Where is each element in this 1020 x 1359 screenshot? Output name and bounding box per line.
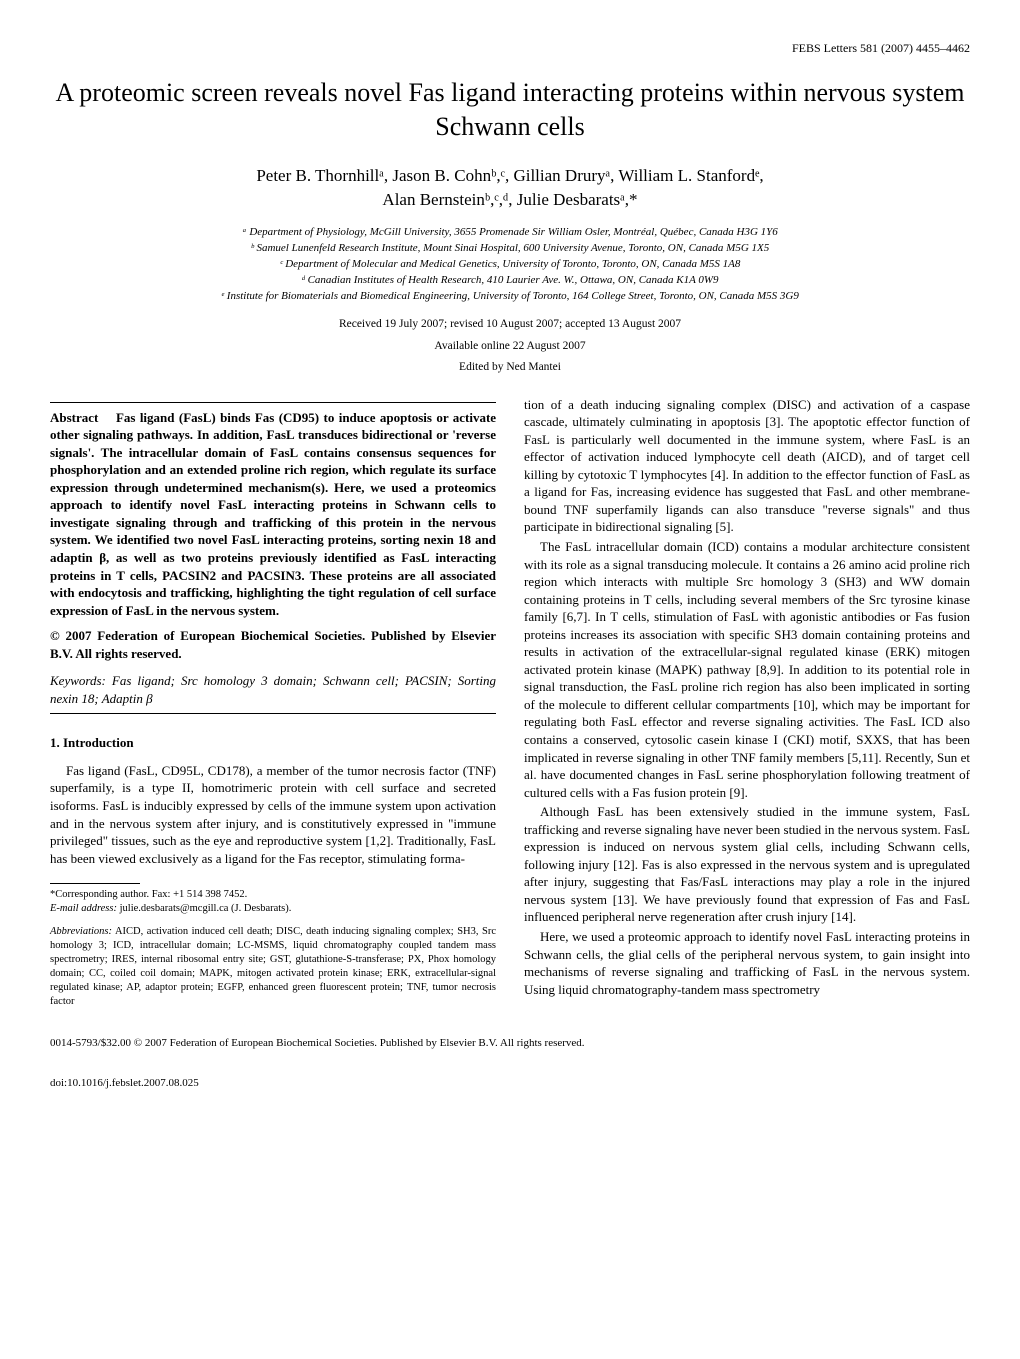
authors-line-2: Alan Bernsteinᵇ,ᶜ,ᵈ, Julie Desbaratsᵃ,* [50,188,970,212]
abbreviations-footnote: Abbreviations: AICD, activation induced … [50,925,496,1010]
footnote-rule [50,883,140,884]
abstract-text: Fas ligand (FasL) binds Fas (CD95) to in… [50,410,496,618]
abstract-label: Abstract [50,410,98,425]
abbreviations-text: AICD, activation induced cell death; DIS… [50,926,496,1008]
article-title: A proteomic screen reveals novel Fas lig… [50,76,970,144]
right-column: tion of a death inducing signaling compl… [524,396,970,1010]
keywords-label: Keywords: [50,673,106,688]
keywords-block: Keywords: Fas ligand; Src homology 3 dom… [50,672,496,707]
right-paragraph-2: The FasL intracellular domain (ICD) cont… [524,538,970,801]
email-label: E-mail address: [50,903,117,914]
affiliation-b: ᵇ Samuel Lunenfeld Research Institute, M… [50,241,970,257]
received-dates: Received 19 July 2007; revised 10 August… [50,317,970,333]
abstract-bottom-rule [50,713,496,714]
right-paragraph-3: Although FasL has been extensively studi… [524,803,970,926]
two-column-layout: Abstract Fas ligand (FasL) binds Fas (CD… [50,396,970,1010]
corresponding-author-footnote: *Corresponding author. Fax: +1 514 398 7… [50,888,496,902]
section-1-heading: 1. Introduction [50,734,496,752]
authors-line-1: Peter B. Thornhillᵃ, Jason B. Cohnᵇ,ᶜ, G… [50,164,970,188]
authors-block: Peter B. Thornhillᵃ, Jason B. Cohnᵇ,ᶜ, G… [50,164,970,212]
intro-paragraph-1: Fas ligand (FasL, CD95L, CD178), a membe… [50,762,496,867]
footer-doi: doi:10.1016/j.febslet.2007.08.025 [50,1076,970,1091]
affiliations-block: ᵃ Department of Physiology, McGill Unive… [50,225,970,305]
abbreviations-label: Abbreviations: [50,926,112,937]
affiliation-a: ᵃ Department of Physiology, McGill Unive… [50,225,970,241]
abstract-paragraph: Abstract Fas ligand (FasL) binds Fas (CD… [50,409,496,620]
email-footnote: E-mail address: julie.desbarats@mcgill.c… [50,902,496,916]
edited-by: Edited by Ned Mantei [50,360,970,376]
journal-reference: FEBS Letters 581 (2007) 4455–4462 [50,40,970,56]
affiliation-d: ᵈ Canadian Institutes of Health Research… [50,273,970,289]
email-address: julie.desbarats@mcgill.ca (J. Desbarats)… [120,903,292,914]
footer-copyright: 0014-5793/$32.00 © 2007 Federation of Eu… [50,1036,970,1051]
affiliation-e: ᵉ Institute for Biomaterials and Biomedi… [50,289,970,305]
right-paragraph-1: tion of a death inducing signaling compl… [524,396,970,536]
available-online: Available online 22 August 2007 [50,339,970,355]
abstract-top-rule [50,402,496,403]
abstract-copyright: © 2007 Federation of European Biochemica… [50,627,496,662]
affiliation-c: ᶜ Department of Molecular and Medical Ge… [50,257,970,273]
keywords-text: Fas ligand; Src homology 3 domain; Schwa… [50,673,496,706]
right-paragraph-4: Here, we used a proteomic approach to id… [524,928,970,998]
left-column: Abstract Fas ligand (FasL) binds Fas (CD… [50,396,496,1010]
